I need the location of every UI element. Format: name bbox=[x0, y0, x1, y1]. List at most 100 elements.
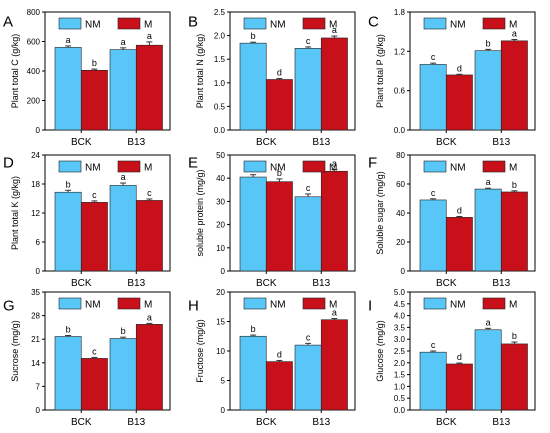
y-tick-label: 60 bbox=[396, 180, 405, 189]
legend-label-m: M bbox=[509, 163, 517, 174]
y-tick-label: 14 bbox=[31, 359, 40, 368]
bar-nm-b13 bbox=[109, 49, 137, 131]
x-tick-label: B13 bbox=[492, 137, 510, 148]
panel-letter: G bbox=[3, 297, 15, 314]
bar-m-b13 bbox=[500, 40, 528, 131]
x-tick-label: BCK bbox=[71, 137, 92, 148]
significance-label: a bbox=[332, 25, 337, 35]
significance-label: a bbox=[121, 37, 126, 47]
bar-nm-b13 bbox=[109, 338, 137, 411]
significance-label: c bbox=[92, 346, 97, 356]
bar-nm-b13 bbox=[294, 196, 322, 272]
legend-label-m: M bbox=[144, 300, 152, 311]
y-tick-label: 600 bbox=[27, 38, 41, 47]
y-tick-label: 40 bbox=[216, 174, 225, 183]
x-tick-label: BCK bbox=[436, 137, 457, 148]
significance-label: d bbox=[457, 352, 462, 362]
legend-label-nm: NM bbox=[270, 163, 286, 174]
bar-m-b13 bbox=[320, 37, 348, 131]
panel-letter: D bbox=[3, 154, 14, 171]
y-tick-label: 18 bbox=[31, 180, 40, 189]
y-tick-label: 4.0 bbox=[394, 312, 406, 321]
panel-d: D 0 6 12 18 24 Plant total K (g/kg) BCK b c B13 a c N… bbox=[3, 151, 171, 289]
panel-letter: E bbox=[188, 154, 198, 171]
legend-label-m: M bbox=[509, 20, 517, 31]
bar-m-bck bbox=[80, 202, 108, 272]
y-tick-label: 0.5 bbox=[394, 394, 406, 403]
y-tick-label: 0.0 bbox=[214, 126, 226, 135]
bar-nm-bck bbox=[239, 335, 267, 411]
y-tick-label: 5 bbox=[221, 377, 226, 386]
y-tick-label: 2.5 bbox=[214, 8, 226, 17]
legend-label-nm: NM bbox=[85, 163, 101, 174]
legend-label-nm: NM bbox=[450, 163, 466, 174]
legend-label-m: M bbox=[329, 20, 337, 31]
significance-label: d bbox=[457, 205, 462, 215]
y-tick-label: 30 bbox=[216, 197, 225, 206]
bar-m-b13 bbox=[135, 200, 163, 272]
significance-label: a bbox=[332, 308, 337, 318]
legend-label-nm: NM bbox=[270, 20, 286, 31]
significance-label: c bbox=[306, 332, 311, 342]
x-tick-label: B13 bbox=[127, 278, 145, 289]
legend-swatch-m bbox=[117, 297, 141, 310]
y-tick-label: 0.5 bbox=[214, 102, 226, 111]
x-tick-label: BCK bbox=[71, 278, 92, 289]
y-tick-label: 0 bbox=[36, 126, 41, 135]
y-tick-label: 20 bbox=[216, 288, 225, 297]
bar-nm-b13 bbox=[294, 344, 322, 411]
significance-label: a bbox=[147, 312, 152, 322]
legend-swatch-nm bbox=[423, 17, 447, 30]
y-axis-label: Plant total K (g/kg) bbox=[10, 176, 20, 250]
legend-label-m: M bbox=[329, 163, 337, 174]
y-tick-label: 28 bbox=[31, 312, 40, 321]
y-tick-label: 2.5 bbox=[394, 347, 406, 356]
significance-label: c bbox=[147, 188, 152, 198]
bar-m-b13 bbox=[500, 343, 528, 411]
legend-swatch-nm bbox=[243, 17, 267, 30]
legend-swatch-nm bbox=[423, 160, 447, 173]
panel-letter: H bbox=[188, 297, 199, 314]
panel-letter: A bbox=[3, 13, 13, 30]
significance-label: b bbox=[277, 168, 282, 178]
legend-swatch-m bbox=[482, 297, 506, 310]
bar-m-bck bbox=[265, 361, 293, 411]
y-axis-label: Plant total N (g/kg) bbox=[195, 34, 205, 109]
y-tick-label: 7 bbox=[36, 382, 41, 391]
significance-label: b bbox=[92, 58, 97, 68]
legend-swatch-m bbox=[302, 17, 326, 30]
y-axis-label: Plant total C (g/kg) bbox=[10, 34, 20, 109]
legend-swatch-nm bbox=[243, 160, 267, 173]
y-tick-label: 3.5 bbox=[394, 323, 406, 332]
y-tick-label: 1.8 bbox=[394, 8, 406, 17]
bar-m-bck bbox=[445, 363, 473, 411]
significance-label: b bbox=[66, 324, 71, 334]
y-axis-label: Plant total P (g/kg) bbox=[375, 34, 385, 108]
x-tick-label: B13 bbox=[127, 137, 145, 148]
significance-label: c bbox=[306, 36, 311, 46]
bar-nm-bck bbox=[239, 42, 267, 131]
y-axis-label: Fructose (mg/g) bbox=[195, 319, 205, 383]
y-tick-label: 0.0 bbox=[394, 406, 406, 415]
significance-label: c bbox=[92, 190, 97, 200]
panel-letter: I bbox=[368, 297, 372, 314]
bar-m-b13 bbox=[135, 44, 163, 131]
panel-c: C 0.0 0.6 1.2 1.8 Plant total P (g/kg) BCK c d B1… bbox=[368, 8, 536, 148]
legend-label-m: M bbox=[144, 163, 152, 174]
bar-nm-b13 bbox=[109, 185, 137, 272]
bar-nm-b13 bbox=[474, 188, 502, 272]
panel-h: H 0 5 10 15 20 Fructose (mg/g) BCK b d B13 c a NM M bbox=[188, 288, 356, 428]
y-tick-label: 4.5 bbox=[394, 300, 406, 309]
significance-label: a bbox=[147, 31, 152, 41]
panel-letter: B bbox=[188, 13, 198, 30]
bar-m-bck bbox=[265, 181, 293, 272]
y-tick-label: 200 bbox=[27, 97, 41, 106]
y-tick-label: 0.0 bbox=[394, 126, 406, 135]
bar-m-b13 bbox=[135, 324, 163, 411]
significance-label: c bbox=[431, 52, 436, 62]
y-tick-label: 20 bbox=[396, 238, 405, 247]
legend-swatch-nm bbox=[58, 160, 82, 173]
y-tick-label: 35 bbox=[31, 288, 40, 297]
x-tick-label: B13 bbox=[312, 278, 330, 289]
